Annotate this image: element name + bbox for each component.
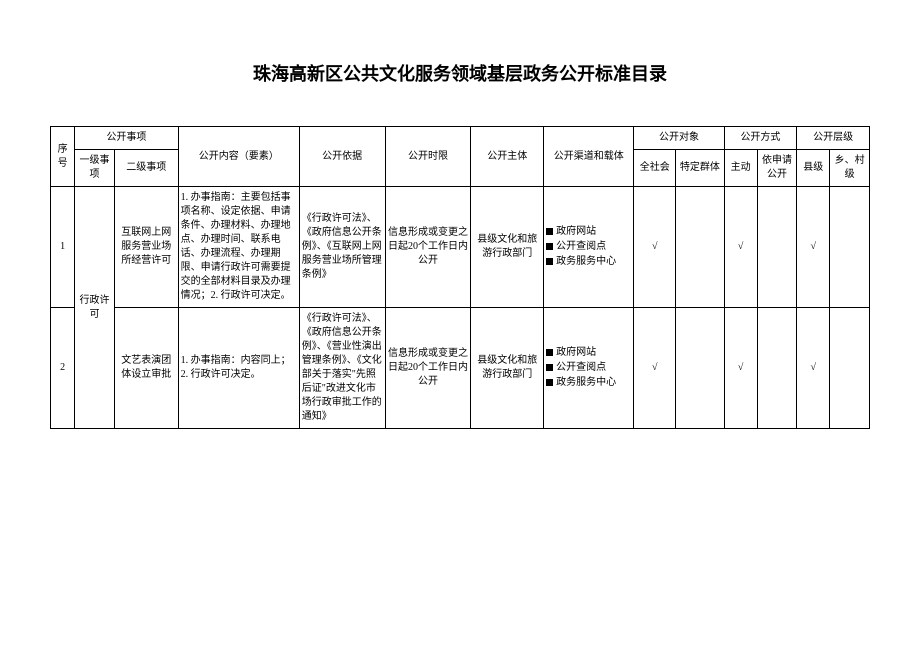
cell-content: 1. 办事指南：内容同上； 2. 行政许可决定。: [178, 308, 299, 429]
cell-target_all: √: [634, 187, 676, 308]
table-row: 1行政许可互联网上网服务营业场所经营许可1. 办事指南：主要包括事项名称、设定依…: [51, 187, 870, 308]
channel-item: 公开查阅点: [546, 240, 631, 254]
th-level-group: 公开层级: [797, 127, 870, 150]
square-icon: [546, 364, 553, 371]
cell-l2: 互联网上网服务营业场所经营许可: [114, 187, 178, 308]
cell-subject: 县级文化和旅游行政部门: [471, 187, 544, 308]
cell-timelimit: 信息形成或变更之日起20个工作日内公开: [385, 187, 471, 308]
th-timelimit: 公开时限: [385, 127, 471, 187]
page-title: 珠海高新区公共文化服务领域基层政务公开标准目录: [50, 60, 870, 86]
th-target-all: 全社会: [634, 150, 676, 187]
th-method-group: 公开方式: [724, 127, 797, 150]
channel-item: 公开查阅点: [546, 361, 631, 375]
cell-target_spec: [676, 187, 724, 308]
th-level-village: 乡、村级: [830, 150, 870, 187]
cell-basis: 《行政许可法》、《政府信息公开条例》、《互联网上网服务营业场所管理条例》: [299, 187, 385, 308]
th-matter-group: 公开事项: [75, 127, 178, 150]
square-icon: [546, 258, 553, 265]
th-method-apply: 依申请公开: [757, 150, 797, 187]
table-row: 2 文艺表演团体设立审批1. 办事指南：内容同上； 2. 行政许可决定。《行政许可…: [51, 308, 870, 429]
th-basis: 公开依据: [299, 127, 385, 187]
cell-subject: 县级文化和旅游行政部门: [471, 308, 544, 429]
cell-method_active: √: [724, 308, 757, 429]
channel-item: 政府网站: [546, 225, 631, 239]
cell-target_spec: [676, 308, 724, 429]
th-matter-l2: 二级事项: [114, 150, 178, 187]
th-seq: 序号: [51, 127, 75, 187]
cell-method_active: √: [724, 187, 757, 308]
cell-target_all: √: [634, 308, 676, 429]
channel-item: 政府网站: [546, 346, 631, 360]
cell-seq: 1: [51, 187, 75, 308]
square-icon: [546, 349, 553, 356]
cell-level_county: √: [797, 187, 830, 308]
cell-level_village: [830, 308, 870, 429]
square-icon: [546, 379, 553, 386]
cell-channel: 政府网站公开查阅点政务服务中心: [544, 187, 634, 308]
cell-content: 1. 办事指南：主要包括事项名称、设定依据、申请条件、办理材料、办理地点、办理时…: [178, 187, 299, 308]
th-target-spec: 特定群体: [676, 150, 724, 187]
cell-l1: 行政许可: [75, 187, 115, 429]
cell-method_apply: [757, 308, 797, 429]
cell-l2: 文艺表演团体设立审批: [114, 308, 178, 429]
channel-item: 政务服务中心: [546, 376, 631, 390]
th-channel: 公开渠道和载体: [544, 127, 634, 187]
cell-timelimit: 信息形成或变更之日起20个工作日内公开: [385, 308, 471, 429]
th-subject: 公开主体: [471, 127, 544, 187]
cell-level_county: √: [797, 308, 830, 429]
channel-item: 政务服务中心: [546, 255, 631, 269]
cell-seq: 2: [51, 308, 75, 429]
cell-basis: 《行政许可法》、《政府信息公开条例》、《营业性演出管理条例》、《文化部关于落实"…: [299, 308, 385, 429]
th-target-group: 公开对象: [634, 127, 724, 150]
square-icon: [546, 243, 553, 250]
cell-channel: 政府网站公开查阅点政务服务中心: [544, 308, 634, 429]
cell-level_village: [830, 187, 870, 308]
square-icon: [546, 228, 553, 235]
th-level-county: 县级: [797, 150, 830, 187]
disclosure-table: 序号 公开事项 公开内容（要素） 公开依据 公开时限 公开主体 公开渠道和载体 …: [50, 126, 870, 429]
th-content: 公开内容（要素）: [178, 127, 299, 187]
th-method-active: 主动: [724, 150, 757, 187]
cell-method_apply: [757, 187, 797, 308]
th-matter-l1: 一级事项: [75, 150, 115, 187]
